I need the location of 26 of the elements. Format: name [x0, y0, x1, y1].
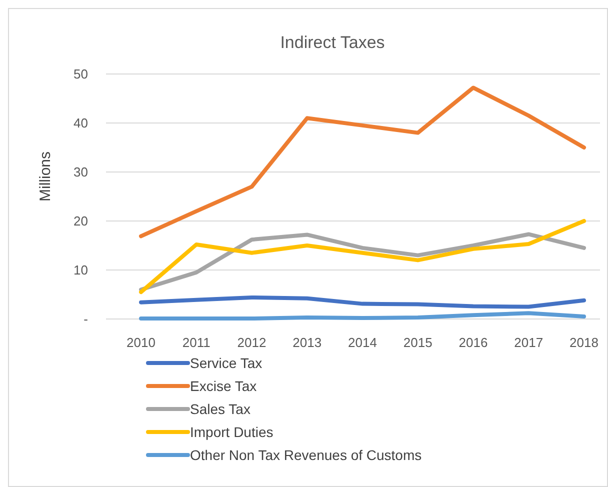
y-tick-label: 40: [74, 116, 88, 131]
legend-label: Excise Tax: [190, 378, 257, 394]
legend-label: Sales Tax: [190, 400, 250, 417]
x-tick-label: 2012: [237, 335, 266, 350]
y-tick-label: 50: [74, 66, 88, 82]
y-axis-title: Millions: [37, 151, 54, 202]
x-tick-label: 2018: [570, 335, 598, 350]
y-tick-label: -: [84, 312, 88, 327]
line-series: [139, 219, 586, 294]
y-tick-label: 30: [74, 164, 88, 180]
y-tick-label: 20: [74, 214, 88, 229]
line-series: [139, 86, 586, 238]
x-tick-label: 2015: [403, 335, 432, 350]
x-tick-label: 2014: [348, 335, 377, 350]
x-tick-label: 2010: [126, 335, 156, 350]
x-tick-label: 2011: [182, 335, 210, 350]
chart-title: Indirect Taxes: [280, 33, 385, 52]
x-tick-label: 2013: [292, 335, 322, 350]
legend-label: Other Non Tax Revenues of Customs: [190, 446, 422, 463]
legend-label: Import Duties: [190, 424, 274, 440]
legend-label: Service Tax: [190, 354, 262, 371]
x-tick-label: 2017: [514, 335, 544, 350]
line-series: [139, 295, 586, 309]
y-tick-label: 10: [74, 262, 88, 278]
line-series: [139, 232, 586, 292]
x-tick-label: 2016: [458, 335, 488, 350]
